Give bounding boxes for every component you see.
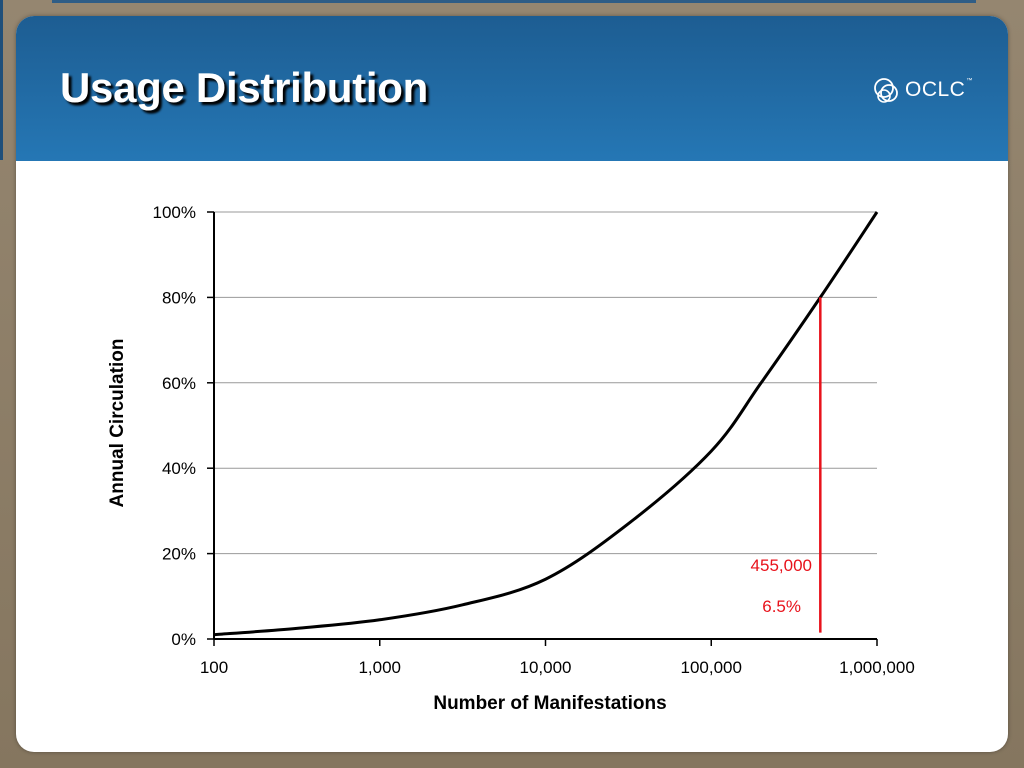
x-tick-label: 100 — [200, 658, 228, 677]
oclc-logo-icon — [874, 78, 898, 103]
annotation-percent-label: 6.5% — [762, 597, 801, 616]
y-tick-label: 80% — [162, 288, 196, 307]
x-tick-label: 1,000 — [358, 658, 401, 677]
oclc-logo-text: OCLC — [905, 78, 966, 101]
top-strip — [52, 0, 976, 3]
slide-title: Usage Distribution — [60, 64, 428, 111]
x-tick-label: 100,000 — [681, 658, 742, 677]
x-tick-labels: 100 1,000 10,000 100,000 1,000,000 — [200, 658, 915, 677]
oclc-logo: OCLC ™ — [872, 72, 972, 108]
y-tick-label: 100% — [153, 203, 196, 222]
oclc-logo-trademark: ™ — [966, 78, 973, 84]
slide-header: Usage Distribution OCLC ™ — [16, 16, 1008, 161]
y-tick-label: 0% — [171, 630, 196, 649]
x-axis-title: Number of Manifestations — [433, 693, 666, 714]
y-axis-title: Annual Circulation — [107, 339, 128, 508]
series-layer — [213, 211, 879, 637]
grid-lines — [214, 211, 877, 555]
cumulative-circulation-line — [213, 211, 879, 637]
y-tick-label: 60% — [162, 374, 196, 393]
axes — [207, 211, 878, 646]
y-tick-labels: 0% 20% 40% 60% 80% 100% — [153, 203, 196, 649]
x-tick-label: 1,000,000 — [839, 658, 915, 677]
y-tick-label: 40% — [162, 459, 196, 478]
annotations: 455,000 6.5% — [751, 297, 822, 633]
x-tick-label: 10,000 — [520, 658, 572, 677]
y-tick-label: 20% — [162, 545, 196, 564]
left-accent — [0, 0, 3, 160]
annotation-count-label: 455,000 — [751, 556, 812, 575]
slide: Usage Distribution OCLC ™ — [16, 16, 1008, 752]
